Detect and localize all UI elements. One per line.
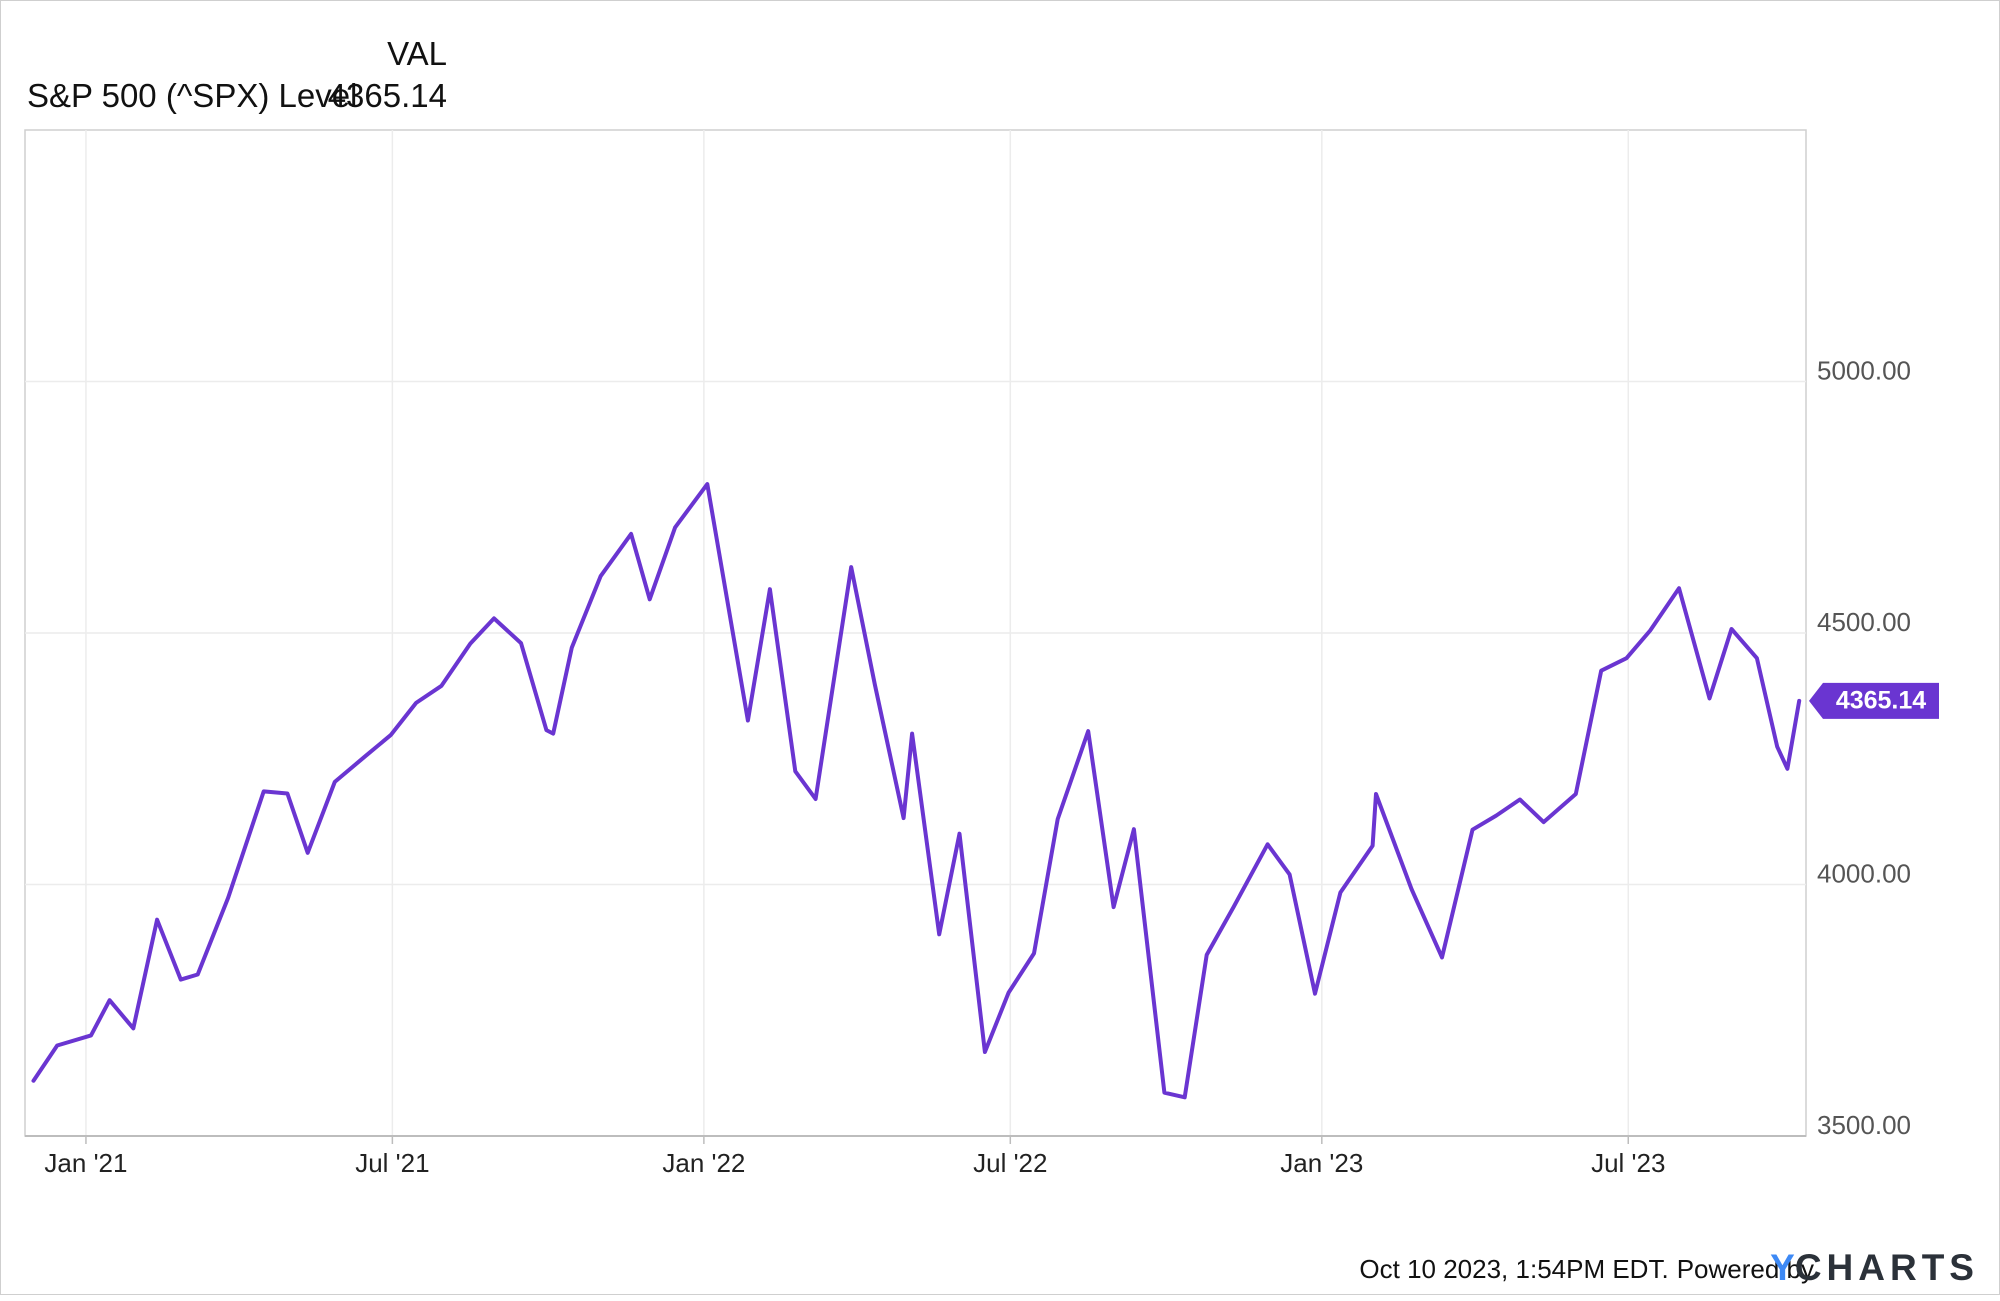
footer-timestamp-and-powered-by: Oct 10 2023, 1:54PM EDT. Powered by xyxy=(1359,1254,1814,1284)
x-tick-label: Jan '21 xyxy=(44,1148,127,1178)
series-layer xyxy=(31,482,1802,1100)
y-tick-label: 4500.00 xyxy=(1817,607,1911,637)
x-tick-label: Jan '22 xyxy=(662,1148,745,1178)
legend-series-name[interactable]: S&P 500 (^SPX) Level xyxy=(27,77,357,114)
x-tick-label: Jul '22 xyxy=(973,1148,1047,1178)
footer-powered-by: Powered by xyxy=(1677,1254,1814,1284)
x-tick-label: Jul '21 xyxy=(355,1148,429,1178)
y-axis-ticks: 3500.00 4000.00 4500.00 5000.00 xyxy=(1817,356,1911,1141)
last-value-badge-shape xyxy=(1809,682,1939,719)
y-tick-label: 3500.00 xyxy=(1817,1110,1911,1140)
x-axis-ticks: Jan '21 Jul '21 Jan '22 Jul '22 Jan '23 Jul '… xyxy=(44,1136,1665,1178)
legend-column-label: VAL xyxy=(387,35,447,72)
y-tick-label: 5000.00 xyxy=(1817,356,1911,386)
last-value-badge-text: 4365.14 xyxy=(1836,687,1926,715)
y-tick-label: 4000.00 xyxy=(1817,859,1911,889)
ycharts-logo-text: CHARTS xyxy=(1795,1247,1979,1288)
grid-layer xyxy=(25,130,1806,1136)
series-line-spx[interactable] xyxy=(31,482,1802,1100)
footer-timestamp: Oct 10 2023, 1:54PM EDT. xyxy=(1359,1254,1668,1284)
last-value-badge: 4365.14 xyxy=(1809,682,1939,719)
ycharts-logo-y: Y xyxy=(1770,1247,1795,1288)
x-tick-label: Jan '23 xyxy=(1280,1148,1363,1178)
x-tick-label: Jul '23 xyxy=(1591,1148,1665,1178)
ycharts-logo[interactable]: YCHARTS xyxy=(1770,1247,1979,1288)
legend-series-value: 4365.14 xyxy=(328,77,447,114)
